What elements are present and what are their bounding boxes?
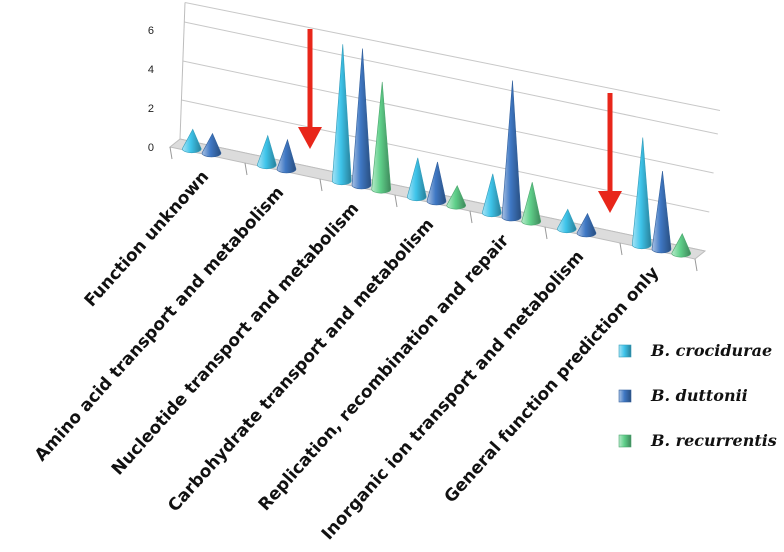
- cone-b-crocidurae-nucleotide-transport-and-metabolism: [331, 44, 352, 186]
- cone-series: [181, 44, 692, 258]
- legend-swatch-b-crocidurae: [618, 344, 632, 358]
- cone-b-duttonii-amino-acid-transport-and-metabolism: [276, 138, 297, 174]
- x-tick-mark: [169, 146, 173, 160]
- gridline: [181, 99, 710, 213]
- legend-label-b-recurrentis: B. recurrentis: [650, 431, 777, 450]
- arrow-head: [298, 127, 322, 149]
- cone-b-recurrentis-replication-recombination-and-repair: [521, 182, 542, 226]
- legend: B. crocidurae B. duttonii B. recurrentis: [618, 341, 777, 450]
- legend-label-b-crocidurae: B. crocidurae: [650, 341, 772, 360]
- cone-b-crocidurae-general-function-prediction-only: [631, 137, 652, 250]
- red-arrow-icon: [298, 29, 322, 149]
- x-tick-mark: [544, 226, 548, 240]
- cone-b-crocidurae-amino-acid-transport-and-metabolism: [256, 134, 277, 170]
- legend-swatch-b-duttonii: [618, 389, 632, 403]
- cone-b-crocidurae-function-unknown: [181, 128, 202, 154]
- x-tick-mark: [469, 210, 473, 224]
- cone-b-crocidurae-replication-recombination-and-repair: [481, 173, 502, 218]
- cone-b-recurrentis-carbohydrate-transport-and-metabolism: [446, 185, 467, 210]
- y-tick-label: 6: [148, 25, 154, 37]
- cone-b-crocidurae-carbohydrate-transport-and-metabolism: [406, 157, 427, 202]
- gridline: [184, 21, 718, 135]
- cone-b-recurrentis-nucleotide-transport-and-metabolism: [371, 81, 392, 194]
- cone-b-duttonii-inorganic-ion-transport-and-metabolism: [576, 212, 597, 238]
- wall-edge-top: [184, 2, 721, 111]
- cone-b-crocidurae-inorganic-ion-transport-and-metabolism: [556, 208, 577, 234]
- cone-b-duttonii-nucleotide-transport-and-metabolism: [351, 48, 372, 190]
- legend-label-b-duttonii: B. duttonii: [650, 386, 748, 405]
- cone-b-duttonii-replication-recombination-and-repair: [501, 80, 522, 222]
- y-tick-label: 4: [148, 64, 154, 76]
- x-tick-mark: [619, 242, 623, 256]
- x-tick-mark: [319, 178, 323, 192]
- x-tick-mark: [394, 194, 398, 208]
- arrow-head: [598, 191, 622, 213]
- y-tick-label: 2: [148, 103, 154, 115]
- cone-b-duttonii-carbohydrate-transport-and-metabolism: [426, 161, 447, 206]
- x-tick-mark: [244, 162, 248, 176]
- gridline: [182, 60, 714, 174]
- red-arrow-icon: [598, 93, 622, 213]
- cone-b-duttonii-function-unknown: [201, 132, 222, 158]
- y-tick-label: 0: [148, 142, 154, 154]
- cone-b-recurrentis-general-function-prediction-only: [671, 233, 692, 258]
- legend-swatch-b-recurrentis: [618, 434, 632, 448]
- wall-edge-left: [179, 2, 186, 140]
- x-tick-mark: [694, 258, 698, 272]
- cone-b-duttonii-general-function-prediction-only: [651, 170, 672, 254]
